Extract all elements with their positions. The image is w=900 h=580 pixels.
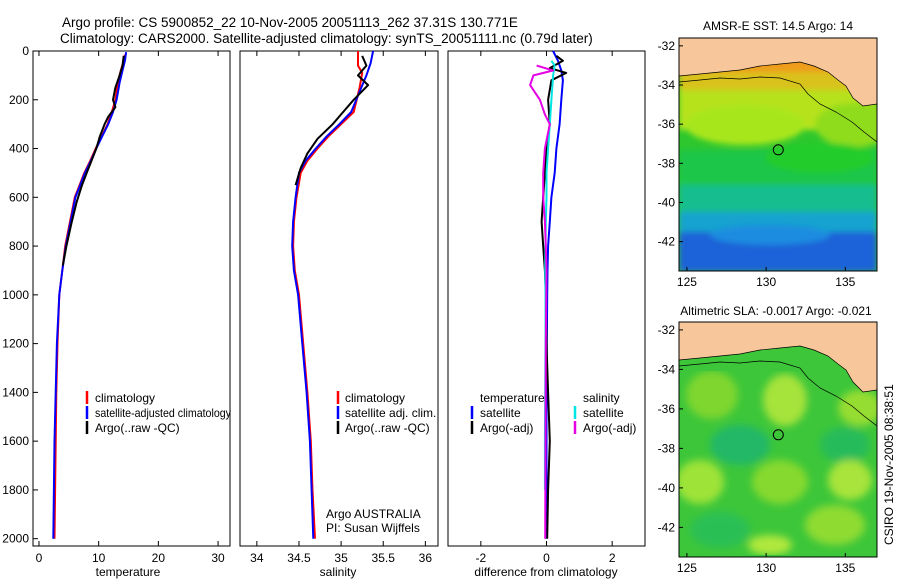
- x-tick-label: 34.5: [287, 551, 311, 565]
- series-line-satellite-adjusted-climatology: [52, 52, 128, 539]
- map-y-tick-label: -40: [658, 481, 676, 495]
- map-x-tick-label: 125: [677, 275, 697, 289]
- temperature-axes-frame: [32, 50, 231, 547]
- legend-label-argo: Argo(..raw -QC): [345, 421, 430, 435]
- legend-label-sal-satellite: satellite: [583, 406, 624, 420]
- map-x-tick-label: 125: [677, 561, 697, 575]
- argo-location-marker: [772, 144, 784, 156]
- y-tick-label: 600: [9, 190, 29, 204]
- sst-map-frame: [678, 37, 878, 272]
- figure-title-line1: Argo profile: CS 5900852_22 10-Nov-2005 …: [62, 15, 518, 30]
- difference-xlabel: difference from climatology: [474, 565, 617, 579]
- y-tick-label: 1000: [2, 288, 29, 302]
- legend-label-satellite-adjusted: satellite-adjusted climatology: [95, 406, 231, 420]
- map-y-tick-label: -42: [658, 520, 676, 534]
- series-line-argo-raw-qc-: [61, 55, 125, 266]
- map-y-tick-label: -34: [658, 78, 676, 92]
- credit-pi: PI: Susan Wijffels: [326, 521, 420, 535]
- legend-label-sal-argo: Argo(-adj): [583, 421, 636, 435]
- map-x-tick-label: 130: [756, 561, 776, 575]
- sst-map-field: [679, 38, 877, 271]
- map-y-tick-label: -38: [658, 441, 676, 455]
- legend-label-temp-satellite: satellite: [480, 406, 521, 420]
- y-tick-label: 200: [9, 93, 29, 107]
- temperature-legend: climatology satellite-adjusted climatolo…: [85, 391, 231, 435]
- legend-label-climatology: climatology: [95, 391, 155, 405]
- y-tick-label: 1200: [2, 337, 29, 351]
- map-y-tick-label: -32: [658, 323, 676, 337]
- x-tick-label: 10: [92, 551, 106, 565]
- map-y-tick-label: -34: [658, 362, 676, 376]
- map-y-tick-label: -36: [658, 402, 676, 416]
- x-tick-label: 34: [250, 551, 264, 565]
- legend-label-climatology: climatology: [345, 391, 405, 405]
- map-x-tick-label: 130: [756, 275, 776, 289]
- legend-title-temperature: temperature: [480, 391, 545, 405]
- y-tick-label: 2000: [2, 532, 29, 546]
- salinity-legend: climatology satellite adj. clim. Argo(..…: [336, 391, 436, 435]
- sla-map-field: [679, 322, 877, 557]
- map-x-tick-label: 135: [835, 275, 855, 289]
- legend-label-argo: Argo(..raw -QC): [95, 421, 180, 435]
- map-y-tick-label: -42: [658, 235, 676, 249]
- y-tick-label: 1600: [2, 434, 29, 448]
- temperature-profile-panel: 0 10 20 30 0 200 400 600 800 1000 1200 1400 1600 180…: [2, 44, 231, 579]
- x-tick-label: -2: [475, 551, 486, 565]
- x-tick-label: 2: [609, 551, 616, 565]
- series-line-argo-adj--salinity: [529, 64, 555, 539]
- difference-profile-panel: -2 0 2 difference from climatology tempera…: [447, 50, 646, 579]
- legend-title-salinity: salinity: [583, 391, 620, 405]
- x-tick-label: 30: [211, 551, 225, 565]
- difference-legend: temperature salinity satellite Argo(-adj…: [470, 391, 636, 435]
- y-tick-label: 1800: [2, 483, 29, 497]
- sst-map-panel: AMSR-E SST: 14.5 Argo: 14 125 130 135: [658, 19, 878, 289]
- salinity-profile-panel: 34 34.5 35 35.5 36 salinity climatology sate…: [239, 50, 439, 579]
- map-x-tick-label: 135: [835, 561, 855, 575]
- legend-label-temp-argo: Argo(-adj): [480, 421, 533, 435]
- x-tick-label: 0: [36, 551, 43, 565]
- temperature-xlabel: temperature: [96, 565, 161, 579]
- map-y-tick-label: -32: [658, 39, 676, 53]
- salinity-axes-frame: [239, 50, 439, 547]
- series-line-argo-raw-qc-: [294, 55, 370, 186]
- y-tick-label: 800: [9, 239, 29, 253]
- sla-map-frame: [678, 321, 878, 558]
- series-line-climatology: [53, 54, 126, 539]
- y-tick-label: 0: [22, 44, 29, 58]
- series-line-climatology: [292, 51, 364, 539]
- csiro-timestamp: CSIRO 19-Nov-2005 08:38:51: [882, 384, 896, 545]
- x-tick-label: 35.5: [372, 551, 396, 565]
- y-tick-label: 400: [9, 142, 29, 156]
- sla-map-title: Altimetric SLA: -0.0017 Argo: -0.021: [680, 304, 872, 318]
- legend-label-satellite-adj: satellite adj. clim.: [345, 406, 436, 420]
- map-y-tick-label: -36: [658, 117, 676, 131]
- map-y-tick-label: -38: [658, 156, 676, 170]
- argo-location-marker: [772, 429, 784, 441]
- y-tick-label: 1400: [2, 385, 29, 399]
- sla-map-panel: Altimetric SLA: -0.0017 Argo: -0.021: [658, 304, 878, 575]
- x-tick-label: 36: [419, 551, 433, 565]
- map-y-tick-label: -40: [658, 195, 676, 209]
- x-tick-label: 35: [334, 551, 348, 565]
- x-tick-label: 20: [152, 551, 166, 565]
- credit-agency: Argo AUSTRALIA: [326, 507, 421, 521]
- series-line-satellite-adj-clim-: [291, 50, 375, 539]
- x-tick-label: 0: [543, 551, 550, 565]
- salinity-xlabel: salinity: [320, 565, 357, 579]
- figure-title-line2: Climatology: CARS2000. Satellite-adjuste…: [60, 31, 593, 46]
- sst-map-title: AMSR-E SST: 14.5 Argo: 14: [703, 19, 853, 33]
